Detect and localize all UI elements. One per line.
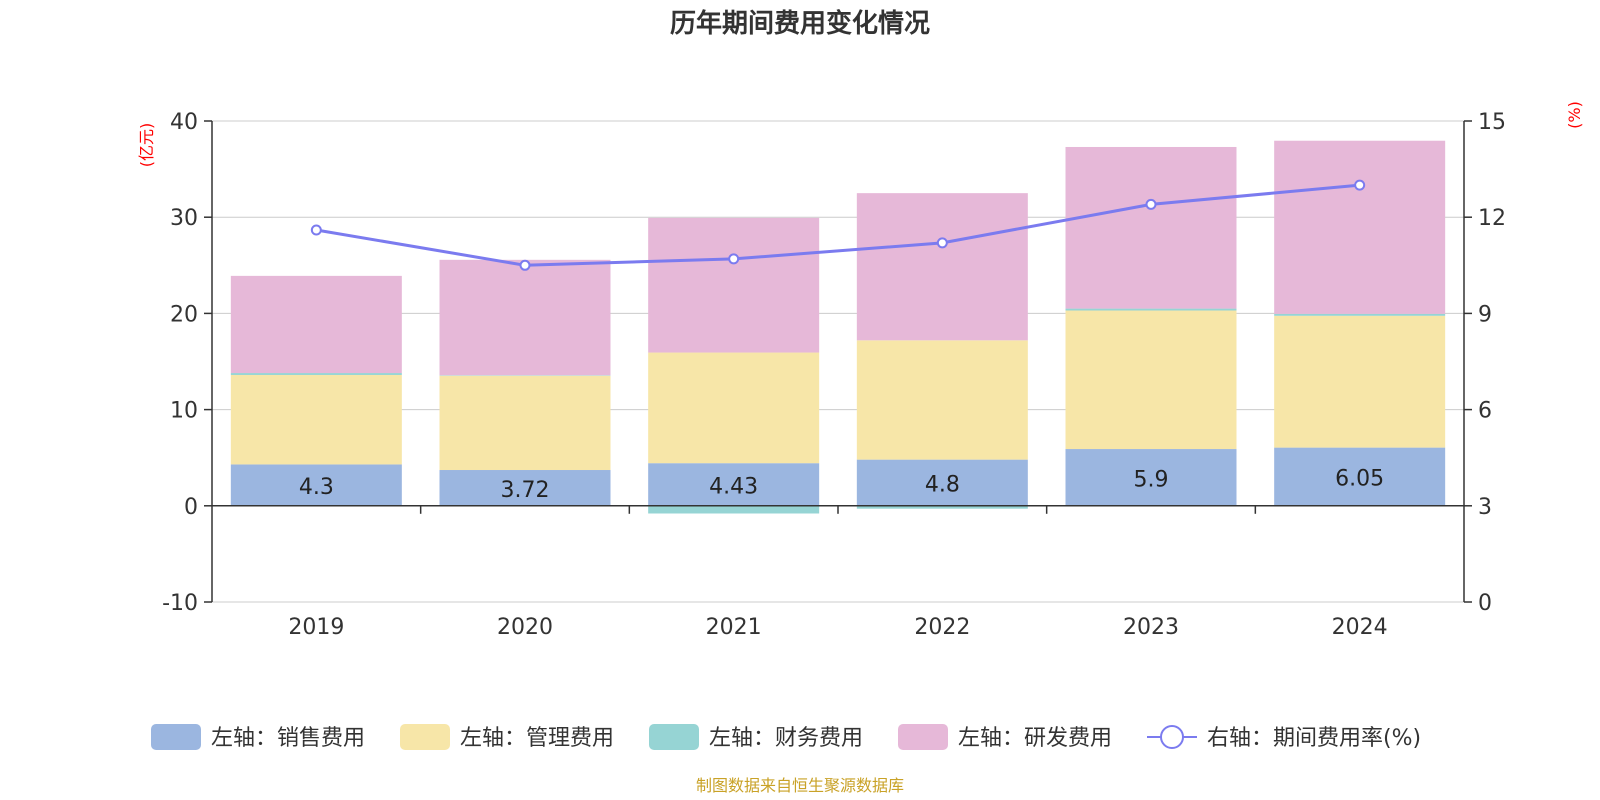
chart-title: 历年期间费用变化情况	[670, 8, 930, 39]
legend-label: 左轴：研发费用	[958, 726, 1112, 751]
right-tick-label: 6	[1478, 399, 1492, 424]
legend-label: 左轴：管理费用	[460, 726, 614, 751]
bar-rd-2019[interactable]	[230, 275, 402, 374]
bar-sales-2020[interactable]	[439, 470, 611, 506]
bar-finance-2020[interactable]	[439, 375, 611, 376]
legend-item-admin[interactable]: 左轴：管理费用	[400, 724, 614, 751]
legend-marker-swatch	[1160, 725, 1184, 749]
bar-finance-2019[interactable]	[230, 373, 402, 375]
bar-admin-2022[interactable]	[856, 340, 1028, 460]
bar-value-label: 4.8	[925, 473, 960, 498]
bar-finance-2022[interactable]	[856, 505, 1028, 509]
legend-swatch	[400, 724, 450, 750]
legend-label: 左轴：销售费用	[211, 726, 365, 751]
bar-admin-2023[interactable]	[1065, 310, 1237, 450]
legend-item-finance[interactable]: 左轴：财务费用	[649, 724, 863, 751]
x-tick-label: 2022	[914, 615, 970, 640]
source-note: 制图数据来自恒生聚源数据库	[696, 776, 904, 795]
right-tick-label: 0	[1478, 591, 1492, 616]
bar-rd-2020[interactable]	[439, 259, 611, 376]
bar-rd-2022[interactable]	[856, 193, 1028, 341]
right-tick-label: 15	[1478, 110, 1506, 135]
left-tick-label: 30	[170, 206, 198, 231]
x-tick-label: 2021	[706, 615, 762, 640]
rate-point-2023[interactable]	[1145, 198, 1157, 210]
bar-value-label: 3.72	[501, 478, 550, 503]
legend[interactable]: 左轴：销售费用 左轴：管理费用 左轴：财务费用 左轴：研发费用 右轴：期间费用率(%)	[151, 724, 1421, 751]
x-tick-label: 2023	[1123, 615, 1179, 640]
rate-point-2024[interactable]	[1354, 179, 1366, 191]
legend-swatch	[151, 724, 201, 750]
bar-sales-2021[interactable]	[648, 463, 820, 506]
bar-admin-2024[interactable]	[1274, 315, 1446, 448]
legend-item-rd[interactable]: 左轴：研发费用	[898, 724, 1112, 751]
bar-rd-2024[interactable]	[1274, 140, 1446, 314]
bars	[230, 140, 1446, 514]
x-tick-label: 2019	[288, 615, 344, 640]
bar-sales-2022[interactable]	[856, 459, 1028, 506]
right-tick-label: 3	[1478, 495, 1492, 520]
bar-admin-2021[interactable]	[648, 352, 820, 464]
bar-value-label: 4.43	[709, 474, 758, 499]
rate-point-2022[interactable]	[936, 237, 948, 249]
bar-admin-2019[interactable]	[230, 374, 402, 465]
right-axis-unit: (%)	[1565, 101, 1584, 129]
legend-item-rate[interactable]: 右轴：期间费用率(%)	[1147, 725, 1421, 751]
bar-labels: 4.3 3.72 4.43 4.8 5.9 6.05	[299, 467, 1384, 503]
bar-finance-2024[interactable]	[1274, 313, 1446, 316]
left-tick-label: 0	[184, 495, 198, 520]
bar-value-label: 4.3	[299, 475, 334, 500]
right-tick-label: 12	[1478, 206, 1506, 231]
bar-rd-2023[interactable]	[1065, 146, 1237, 309]
bar-admin-2020[interactable]	[439, 375, 611, 471]
legend-label: 右轴：期间费用率(%)	[1207, 726, 1421, 751]
legend-swatch	[649, 724, 699, 750]
rate-line	[310, 179, 1366, 271]
right-tick-label: 9	[1478, 302, 1492, 327]
left-axis-unit: (亿元)	[137, 123, 156, 168]
legend-label: 左轴：财务费用	[709, 726, 863, 751]
bar-value-label: 5.9	[1134, 467, 1169, 492]
bar-rd-2021[interactable]	[648, 217, 820, 353]
bar-finance-2023[interactable]	[1065, 308, 1237, 311]
bar-value-label: 6.05	[1335, 467, 1384, 492]
left-tick-label: 20	[170, 302, 198, 327]
axes	[204, 120, 1472, 603]
rate-point-2019[interactable]	[310, 224, 322, 236]
left-tick-label: -10	[162, 591, 198, 616]
x-tick-label: 2020	[497, 615, 553, 640]
x-tick-label: 2024	[1332, 615, 1388, 640]
left-tick-label: 40	[170, 110, 198, 135]
rate-point-2020[interactable]	[519, 259, 531, 271]
legend-swatch	[898, 724, 948, 750]
bar-finance-2021[interactable]	[648, 505, 820, 514]
rate-polyline	[316, 183, 1360, 267]
legend-item-sales[interactable]: 左轴：销售费用	[151, 724, 365, 751]
rate-point-2021[interactable]	[728, 253, 740, 265]
bar-sales-2024[interactable]	[1274, 447, 1446, 506]
left-tick-label: 10	[170, 399, 198, 424]
bar-sales-2023[interactable]	[1065, 449, 1237, 506]
bar-sales-2019[interactable]	[230, 464, 402, 506]
